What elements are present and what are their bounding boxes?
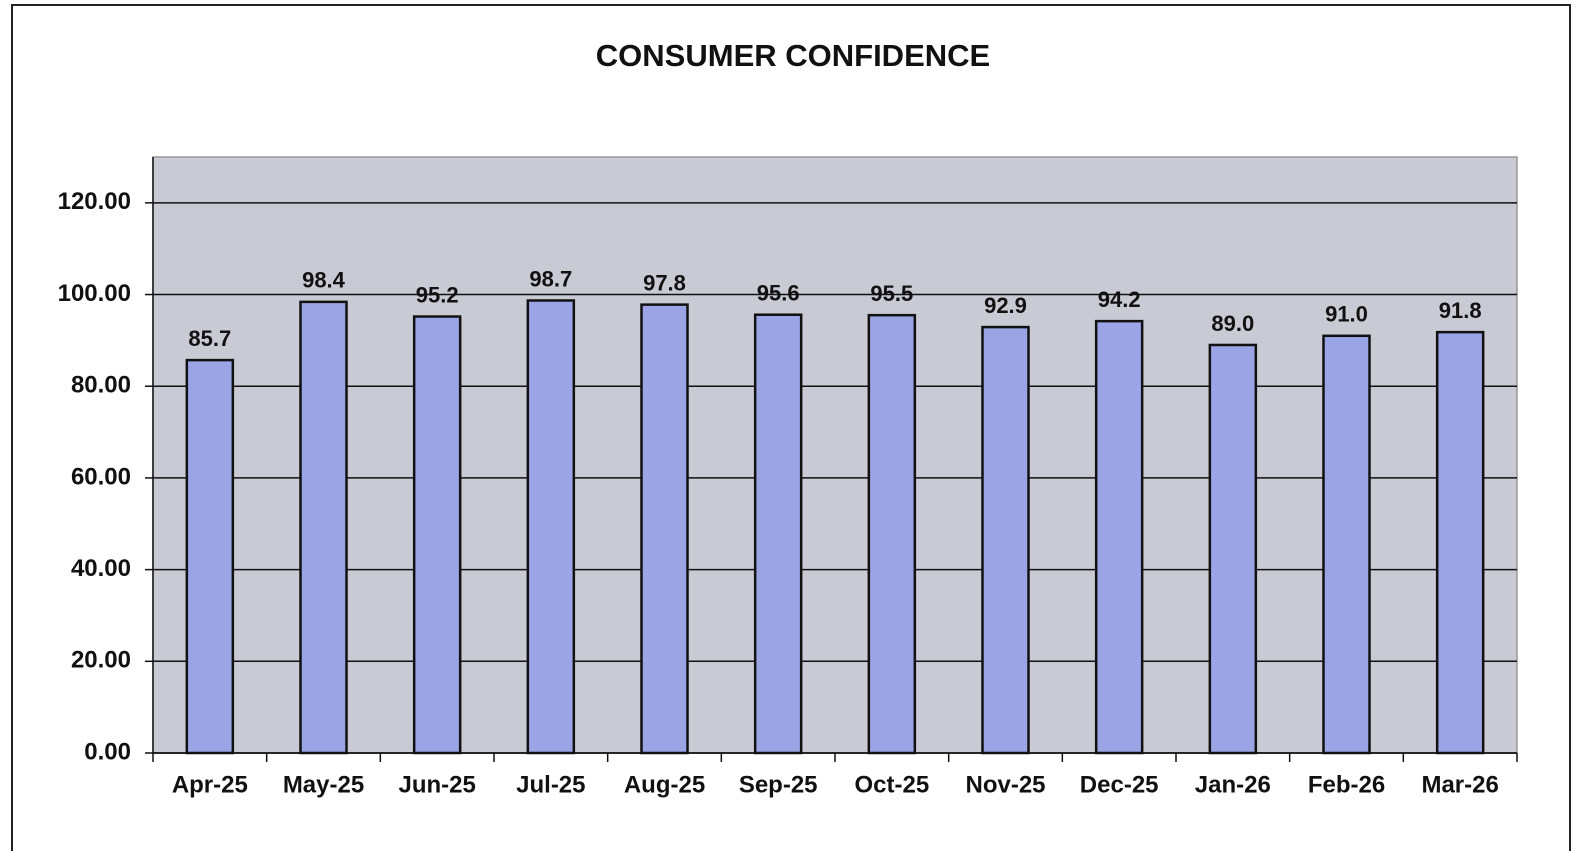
y-tick-label: 60.00 — [71, 463, 131, 490]
x-tick-label: Jan-26 — [1195, 771, 1271, 798]
bar — [1094, 319, 1144, 755]
x-tick-label: Nov-25 — [965, 771, 1045, 798]
x-tick-label: Apr-25 — [172, 771, 248, 798]
data-label: 97.8 — [643, 270, 686, 295]
x-tick-label: Mar-26 — [1421, 771, 1498, 798]
y-tick-label: 40.00 — [71, 555, 131, 582]
data-label: 98.4 — [302, 268, 346, 293]
x-tick-label: Jun-25 — [398, 771, 475, 798]
data-label: 85.7 — [188, 326, 231, 351]
bar — [1208, 343, 1258, 755]
y-tick-label: 0.00 — [84, 738, 131, 765]
data-label: 92.9 — [984, 293, 1027, 318]
y-tick-label: 80.00 — [71, 372, 131, 399]
bar — [1435, 330, 1485, 755]
data-label: 95.5 — [870, 281, 913, 306]
bar — [867, 313, 917, 755]
bar — [1322, 334, 1371, 755]
bar — [412, 315, 462, 755]
x-tick-label: Aug-25 — [624, 771, 705, 798]
data-label: 95.6 — [757, 281, 800, 306]
x-tick-label: May-25 — [283, 771, 364, 798]
chart-title: CONSUMER CONFIDENCE — [596, 38, 990, 73]
y-tick-label: 120.00 — [58, 188, 131, 215]
x-tick-label: Sep-25 — [739, 771, 818, 798]
bar — [753, 313, 803, 755]
bar — [526, 299, 576, 755]
data-label: 91.8 — [1439, 298, 1482, 323]
y-tick-label: 100.00 — [58, 280, 131, 307]
x-tick-label: Oct-25 — [854, 771, 929, 798]
bar — [299, 300, 348, 755]
bar — [640, 303, 689, 755]
data-label: 94.2 — [1098, 287, 1141, 312]
bar — [185, 358, 235, 755]
x-tick-label: Dec-25 — [1080, 771, 1159, 798]
y-tick-label: 20.00 — [71, 647, 131, 674]
data-label: 98.7 — [529, 266, 572, 291]
data-label: 95.2 — [416, 282, 459, 307]
data-label: 91.0 — [1325, 302, 1368, 327]
x-tick-label: Feb-26 — [1308, 771, 1385, 798]
bar — [981, 325, 1030, 755]
x-tick-label: Jul-25 — [516, 771, 585, 798]
data-label: 89.0 — [1211, 311, 1254, 336]
plot-area — [152, 156, 1518, 754]
